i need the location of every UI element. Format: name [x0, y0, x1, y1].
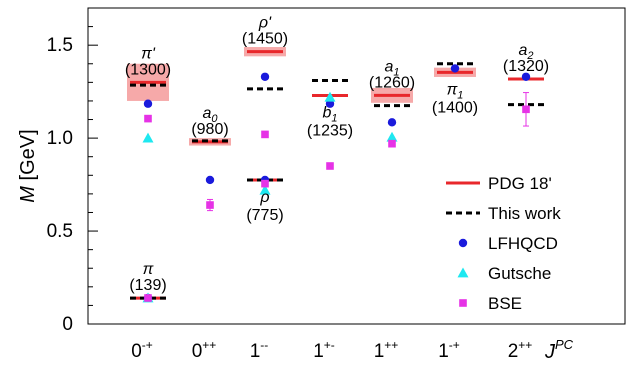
resonance-mass-label: (1260) [369, 74, 415, 91]
resonance-symbol: a0 [202, 105, 218, 125]
lfhqcd-point [260, 72, 270, 81]
y-tick-label: 0 [62, 314, 73, 335]
resonance-symbol: ρ [259, 189, 269, 206]
x-tick-label: 1-- [250, 338, 269, 362]
legend-label: BSE [488, 294, 522, 313]
x-tick-label: 1+- [313, 338, 335, 362]
y-axis: 0 0.5 1.0 1.5 [47, 7, 98, 335]
gutsche-point [142, 132, 154, 143]
x-tick-label: 1-+ [438, 338, 460, 362]
resonance-mass-label: (1450) [242, 31, 288, 48]
bse-point [206, 201, 214, 209]
resonance-symbol: a2 [518, 42, 533, 62]
y-axis-title: M [GeV] [17, 129, 39, 202]
bse-point [144, 114, 152, 123]
legend-lfhqcd-swatch [458, 238, 468, 248]
bse-point [144, 294, 152, 302]
legend: PDG 18' This work LFHQCD Gutsche BSE [446, 174, 561, 313]
plot-frame [87, 7, 626, 325]
gutsche-point [324, 91, 336, 102]
resonance-symbol: ρ' [258, 15, 272, 32]
resonance-mass-label: (1320) [503, 58, 549, 75]
x-axis-title: JPC [544, 337, 574, 363]
resonance-mass-label: (775) [246, 207, 283, 224]
x-tick-label: 1++ [374, 338, 399, 362]
bse-point [522, 105, 530, 114]
bse-point [326, 162, 334, 170]
resonance-symbol: π1 [447, 81, 464, 101]
resonance-mass-label: (1235) [307, 123, 353, 140]
lfhqcd-point [205, 175, 215, 185]
legend-label: Gutsche [488, 264, 551, 283]
legend-label: LFHQCD [488, 234, 558, 253]
lfhqcd-point [521, 72, 531, 81]
gutsche-point [259, 184, 271, 195]
x-tick-label: 2++ [508, 338, 533, 362]
resonance-symbol: π' [141, 45, 156, 62]
legend-gutsche-swatch [457, 267, 469, 278]
lfhqcd-point [325, 99, 335, 108]
legend-label: PDG 18' [488, 174, 552, 193]
y-tick-label: 1.0 [47, 128, 73, 149]
resonance-symbol: a1 [384, 58, 399, 78]
lfhqcd-point [387, 118, 397, 127]
y-tick-label: 1.5 [47, 35, 73, 56]
x-axis: 0-+ 0++ 1-- 1+- 1++ 1-+ 2++ [131, 338, 532, 362]
bse-point [261, 130, 269, 139]
bse-point [261, 179, 269, 188]
resonance-mass-label: (1300) [125, 61, 171, 78]
legend-bse-swatch [459, 299, 467, 307]
resonance-mass-label: (1400) [432, 99, 478, 116]
lfhqcd-point [450, 64, 460, 73]
bse-point [388, 139, 396, 148]
x-tick-label: 0++ [192, 338, 217, 362]
resonance-symbol: b1 [322, 105, 337, 125]
resonance-mass-label: (139) [129, 277, 166, 294]
data-marks [130, 50, 544, 303]
lfhqcd-point [143, 99, 153, 108]
legend-label: This work [488, 204, 561, 223]
resonance-symbol: π [143, 261, 154, 278]
y-tick-label: 0.5 [47, 221, 73, 242]
resonance-mass-label: (980) [191, 121, 228, 138]
resonance-labels: π'(1300)π(139)a0(980)ρ'(1450)ρ(775)b1(12… [125, 15, 549, 294]
gutsche-point [386, 131, 398, 142]
pdg-error-bands [127, 47, 476, 146]
x-tick-label: 0-+ [131, 338, 153, 362]
